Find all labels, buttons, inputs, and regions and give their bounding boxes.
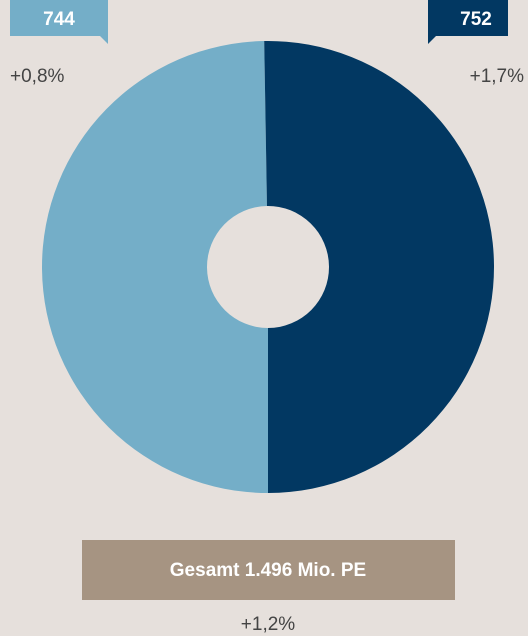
value-label: 744 xyxy=(43,9,75,30)
value-label-tail xyxy=(100,36,108,44)
change-label: +0,8% xyxy=(10,66,65,87)
change-label: +1,7% xyxy=(470,66,525,87)
value-label-tail xyxy=(428,36,436,44)
total-change: +1,2% xyxy=(241,614,296,635)
donut-segment xyxy=(264,41,494,493)
value-label: 752 xyxy=(460,9,492,30)
value-label-box xyxy=(428,0,508,36)
donut-segment xyxy=(41,41,269,493)
total-box xyxy=(82,540,455,600)
value-label-box xyxy=(10,0,108,36)
total-label: Gesamt 1.496 Mio. PE xyxy=(170,560,366,581)
